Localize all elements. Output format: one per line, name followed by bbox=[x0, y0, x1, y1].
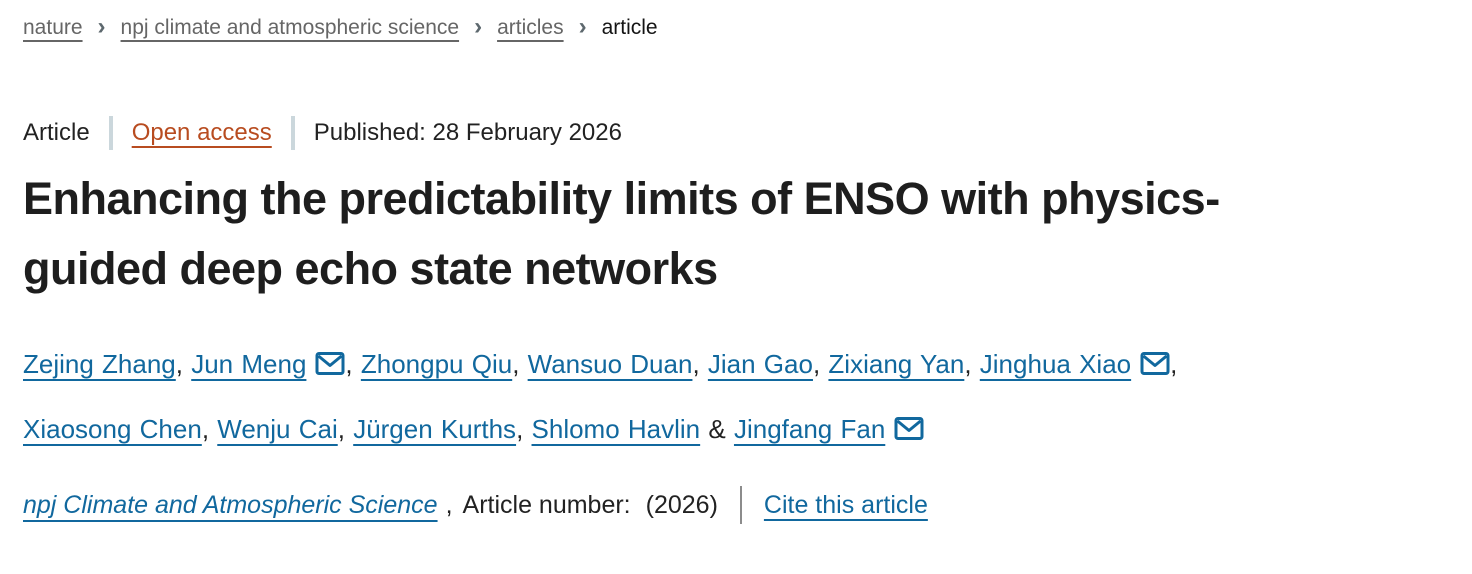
chevron-right-icon: › bbox=[578, 13, 587, 40]
article-number-value: (2026) bbox=[645, 490, 718, 519]
breadcrumb-item-article: article bbox=[601, 16, 658, 39]
author-list: Zejing Zhang, Jun Meng, Zhongpu Qiu, Wan… bbox=[23, 332, 1448, 462]
email-icon[interactable] bbox=[315, 351, 345, 376]
divider bbox=[290, 116, 295, 150]
author-link[interactable]: Xiaosong Chen bbox=[23, 414, 202, 445]
open-access-link[interactable]: Open access bbox=[131, 119, 272, 146]
article-meta-row: Article Open access Published: 28 Februa… bbox=[23, 116, 1448, 150]
chevron-right-icon: › bbox=[97, 13, 106, 40]
author-separator: , bbox=[345, 349, 361, 380]
article-header-page: nature › npj climate and atmospheric scien… bbox=[23, 10, 1448, 525]
author-link[interactable]: Wansuo Duan bbox=[527, 349, 693, 380]
author-separator: , bbox=[812, 349, 829, 380]
author-separator: , bbox=[201, 414, 218, 445]
email-icon[interactable] bbox=[1140, 351, 1170, 376]
email-icon[interactable] bbox=[894, 416, 924, 441]
author-link[interactable]: Jürgen Kurths bbox=[353, 414, 517, 445]
author-separator: , bbox=[692, 349, 708, 380]
divider bbox=[108, 116, 113, 150]
author-link[interactable]: Zixiang Yan bbox=[828, 349, 965, 380]
author-separator: , bbox=[1170, 349, 1178, 380]
journal-comma: , bbox=[445, 490, 453, 519]
author-link[interactable]: Jian Gao bbox=[707, 349, 813, 380]
author-separator: , bbox=[512, 349, 528, 380]
breadcrumb-item-articles[interactable]: articles bbox=[497, 16, 564, 39]
journal-link[interactable]: npj Climate and Atmospheric Science bbox=[23, 490, 438, 519]
author-separator: , bbox=[175, 349, 192, 380]
chevron-right-icon: › bbox=[474, 13, 483, 40]
article-number-label: Article number: bbox=[462, 490, 631, 519]
breadcrumb-item-nature[interactable]: nature bbox=[23, 16, 83, 39]
breadcrumb-item-npj-climate-and-atmospheric-science[interactable]: npj climate and atmospheric science bbox=[120, 16, 460, 39]
cite-this-article-link[interactable]: Cite this article bbox=[763, 490, 928, 519]
author-separator: , bbox=[516, 414, 532, 445]
article-type-label: Article bbox=[23, 119, 90, 146]
author-link[interactable]: Shlomo Havlin bbox=[531, 414, 701, 445]
breadcrumb: nature › npj climate and atmospheric scien… bbox=[23, 10, 1448, 44]
author-link[interactable]: Wenju Cai bbox=[217, 414, 338, 445]
article-title: Enhancing the predictability limits of E… bbox=[23, 173, 1220, 295]
author-separator: , bbox=[964, 349, 980, 380]
journal-citation-row: npj Climate and Atmospheric Science , Ar… bbox=[23, 486, 1448, 525]
author-separator: & bbox=[700, 414, 734, 445]
author-link[interactable]: Zhongpu Qiu bbox=[360, 349, 513, 380]
author-link[interactable]: Zejing Zhang bbox=[23, 349, 176, 380]
published-date: Published: 28 February 2026 bbox=[313, 119, 622, 146]
author-link[interactable]: Jingfang Fan bbox=[733, 414, 886, 445]
author-separator: , bbox=[337, 414, 354, 445]
author-link[interactable]: Jinghua Xiao bbox=[979, 349, 1132, 380]
author-link[interactable]: Jun Meng bbox=[191, 349, 307, 380]
divider bbox=[739, 486, 742, 525]
